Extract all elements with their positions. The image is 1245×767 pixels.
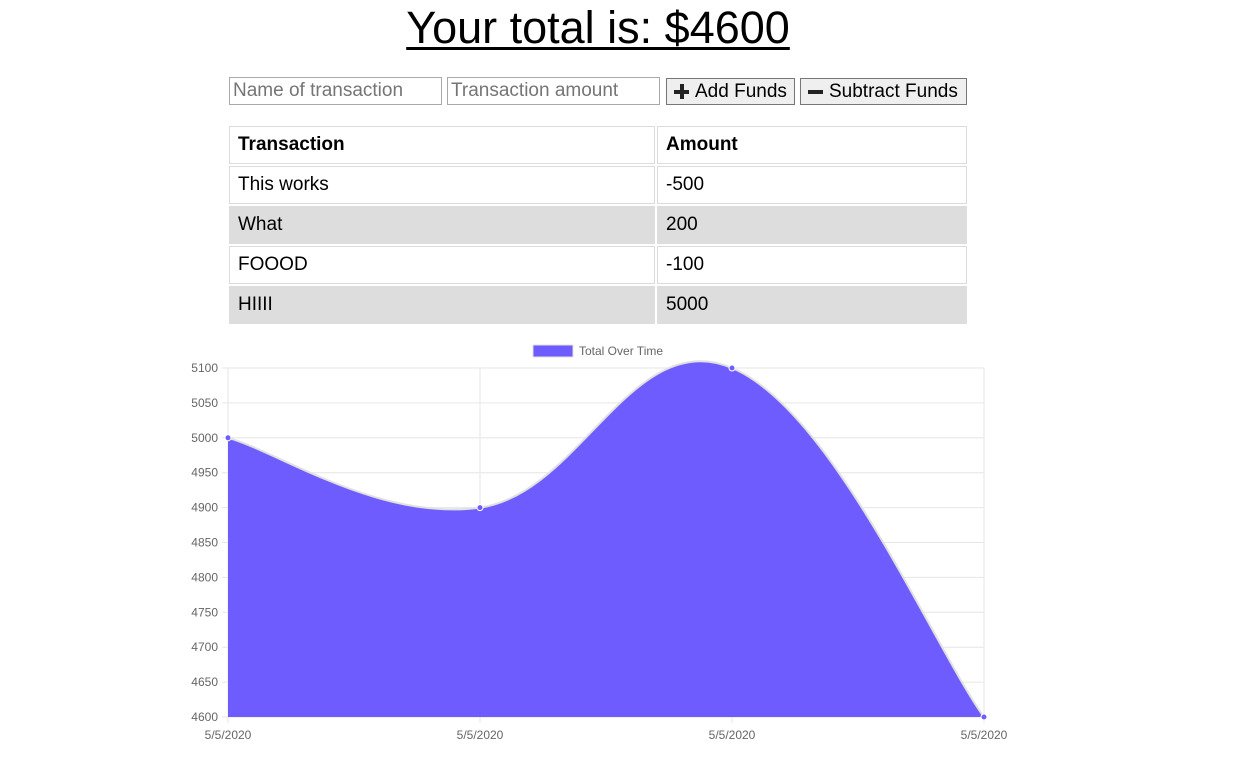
add-funds-label: Add Funds: [695, 80, 787, 102]
y-tick-label: 4600: [191, 710, 218, 724]
y-tick-label: 5100: [191, 361, 218, 375]
transaction-name-cell: What: [229, 206, 655, 244]
table-row: HIIII 5000: [229, 286, 967, 324]
total-over-time-chart: 5100 5050 5000 4950 4900 4850 4800 4750 4700 4650…: [180, 340, 1030, 750]
subtract-funds-button[interactable]: Subtract Funds: [800, 78, 967, 105]
transaction-amount-cell: -100: [657, 246, 967, 284]
x-tick-label: 5/5/2020: [205, 728, 252, 742]
legend-label: Total Over Time: [579, 344, 663, 358]
transaction-amount-cell: 5000: [657, 286, 967, 324]
transaction-name-cell: This works: [229, 166, 655, 204]
subtract-funds-label: Subtract Funds: [829, 80, 958, 102]
table-row: What 200: [229, 206, 967, 244]
chart-canvas: 5100 5050 5000 4950 4900 4850 4800 4750 4700 4650…: [191, 344, 1008, 742]
total-heading: Your total is: $4600: [406, 2, 790, 53]
transaction-name-input[interactable]: [229, 77, 442, 105]
y-tick-label: 5050: [191, 396, 218, 410]
add-funds-button[interactable]: Add Funds: [666, 78, 795, 105]
data-point: [224, 434, 232, 442]
series-line: [227, 360, 985, 718]
y-tick-label: 4700: [191, 640, 218, 654]
y-tick-label: 4850: [191, 536, 218, 550]
column-header-transaction: Transaction: [229, 126, 655, 164]
x-tick-label: 5/5/2020: [457, 728, 504, 742]
y-tick-label: 4900: [191, 501, 218, 515]
transaction-amount-cell: -500: [657, 166, 967, 204]
y-tick-label: 4800: [191, 570, 218, 584]
y-tick-label: 4750: [191, 605, 218, 619]
minus-icon: [808, 84, 823, 99]
x-tick-label: 5/5/2020: [709, 728, 756, 742]
table-row: FOOOD -100: [229, 246, 967, 284]
transactions-table: Transaction Amount This works -500 What …: [227, 124, 969, 326]
transaction-name-cell: HIIII: [229, 286, 655, 324]
x-tick-label: 5/5/2020: [961, 728, 1008, 742]
data-point: [980, 713, 988, 721]
data-point: [476, 504, 484, 512]
legend-swatch: [532, 344, 574, 358]
y-tick-label: 4950: [191, 466, 218, 480]
transaction-name-cell: FOOOD: [229, 246, 655, 284]
data-point: [728, 364, 736, 372]
column-header-amount: Amount: [657, 126, 967, 164]
plus-icon: [674, 84, 689, 99]
transaction-amount-input[interactable]: [447, 77, 660, 105]
table-row: This works -500: [229, 166, 967, 204]
y-tick-label: 4650: [191, 675, 218, 689]
area-fill: [228, 361, 984, 717]
transaction-amount-cell: 200: [657, 206, 967, 244]
table-header-row: Transaction Amount: [229, 126, 967, 164]
y-tick-label: 5000: [191, 431, 218, 445]
